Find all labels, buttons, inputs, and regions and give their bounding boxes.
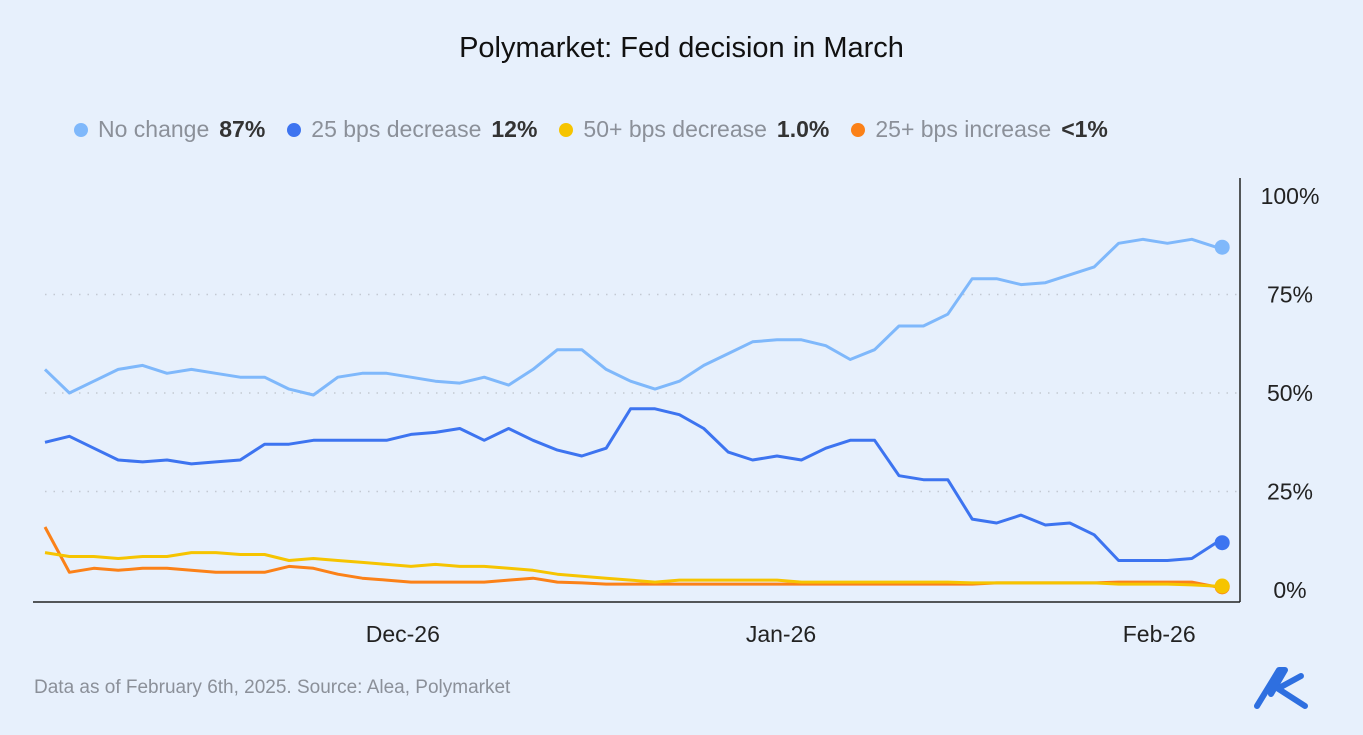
legend-dot <box>851 122 866 137</box>
legend-item-50bps-decrease[interactable]: 50+ bps decrease 1.0% <box>559 116 829 143</box>
series-end-point <box>1214 535 1230 551</box>
series-line <box>43 237 1217 397</box>
y-tick-label: 75% <box>1267 282 1313 308</box>
y-tick-label: 25% <box>1267 479 1313 505</box>
source-footnote: Data as of February 6th, 2025. Source: A… <box>34 677 511 698</box>
series-line <box>43 526 1217 589</box>
legend-value: 87% <box>219 116 266 142</box>
series-line <box>44 551 1217 588</box>
series-end-point <box>1214 578 1230 594</box>
y-tick-label: 50% <box>1267 380 1313 406</box>
legend-item-25bps-decrease[interactable]: 25 bps decrease 12% <box>287 116 537 143</box>
x-tick-label: Jan-26 <box>746 621 816 647</box>
x-tick-label: Dec-26 <box>366 621 440 647</box>
legend-value: 12% <box>491 116 538 142</box>
legend-item-25bps-increase[interactable]: 25+ bps increase <1% <box>851 116 1108 143</box>
x-tick-label: Feb-26 <box>1123 621 1196 647</box>
legend-label: No change <box>98 116 210 142</box>
chart-title: Polymarket: Fed decision in March <box>459 32 904 64</box>
series-line <box>44 407 1218 562</box>
y-tick-label: 0% <box>1273 577 1306 603</box>
legend-label: 25 bps decrease <box>311 116 482 142</box>
legend-dot <box>559 122 574 137</box>
legend-dot <box>74 122 88 137</box>
legend-label: 50+ bps decrease <box>583 116 767 142</box>
series-end-point <box>1214 239 1230 255</box>
legend-value: 1.0% <box>776 116 830 142</box>
legend-dot <box>287 122 302 137</box>
alea-logo-icon <box>1254 667 1308 709</box>
legend-value: <1% <box>1061 116 1108 142</box>
legend-label: 25+ bps increase <box>875 116 1052 142</box>
y-tick-label: 100% <box>1261 183 1320 209</box>
legend: No change 87% 25 bps decrease 12% 50+ bp… <box>74 116 1108 143</box>
legend-item-no-change[interactable]: No change 87% <box>74 116 265 143</box>
